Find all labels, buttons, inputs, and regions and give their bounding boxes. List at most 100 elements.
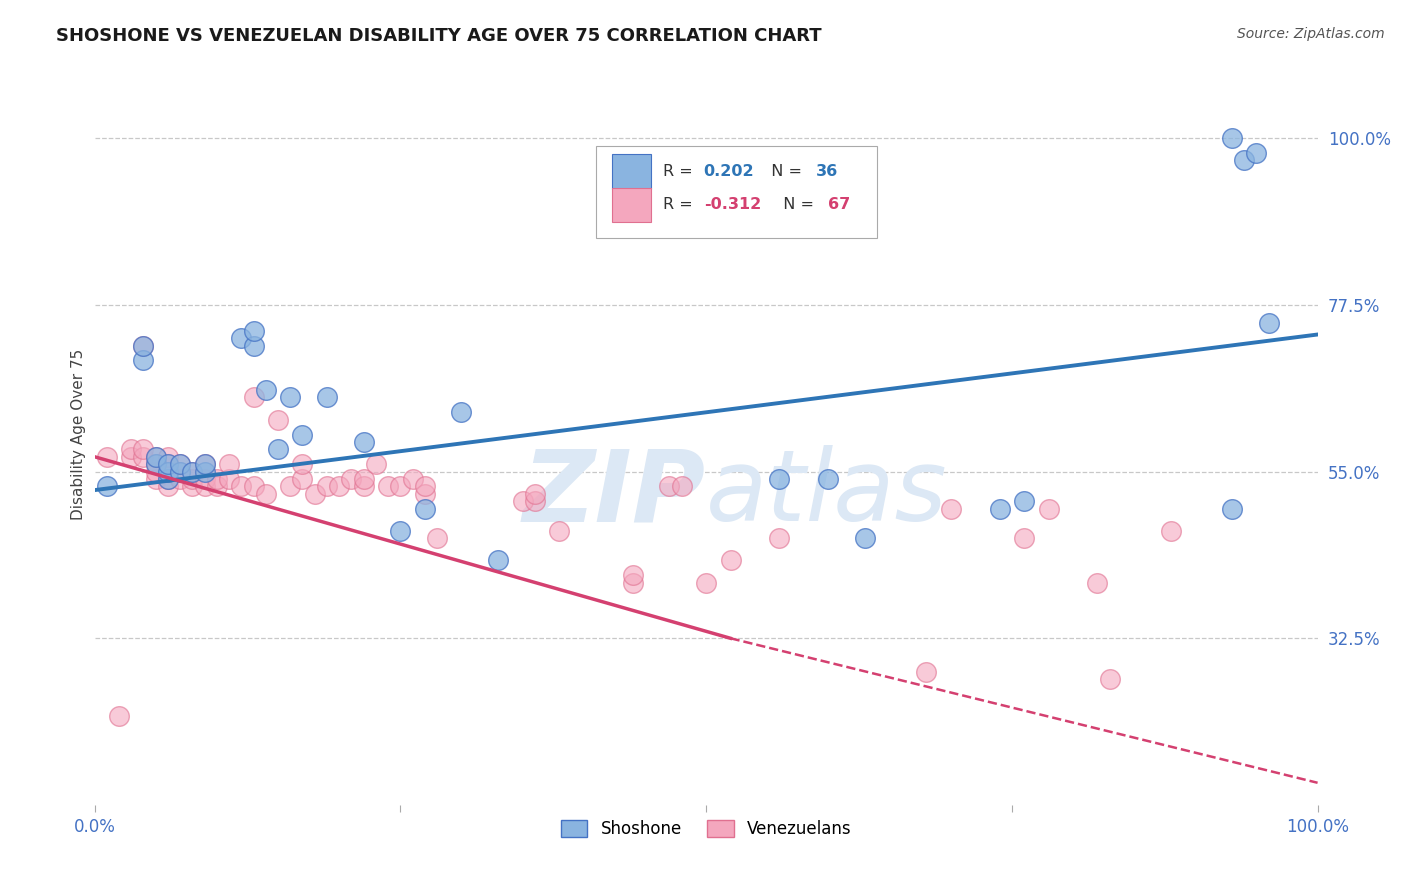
- Point: [194, 465, 217, 479]
- Legend: Shoshone, Venezuelans: Shoshone, Venezuelans: [554, 814, 858, 845]
- Point: [120, 442, 142, 457]
- Point: [450, 405, 472, 419]
- Text: 67: 67: [828, 197, 851, 212]
- Text: R =: R =: [664, 164, 699, 179]
- Point: [328, 479, 350, 493]
- Point: [205, 479, 228, 493]
- Point: [768, 531, 790, 545]
- Point: [1087, 575, 1109, 590]
- Point: [291, 457, 314, 471]
- Point: [205, 472, 228, 486]
- Point: [156, 457, 179, 471]
- Point: [156, 472, 179, 486]
- Point: [621, 568, 644, 582]
- Point: [242, 479, 264, 493]
- Point: [194, 457, 217, 471]
- Point: [853, 531, 876, 545]
- Point: [156, 450, 179, 464]
- Point: [169, 472, 191, 486]
- Point: [156, 472, 179, 486]
- Point: [1246, 145, 1268, 160]
- Point: [720, 553, 742, 567]
- Point: [108, 709, 131, 723]
- Text: 36: 36: [815, 164, 838, 179]
- Text: 0.202: 0.202: [703, 164, 754, 179]
- Text: N =: N =: [773, 197, 820, 212]
- Point: [621, 575, 644, 590]
- Point: [401, 472, 423, 486]
- Point: [695, 575, 717, 590]
- Point: [132, 338, 155, 352]
- Point: [254, 487, 277, 501]
- Point: [278, 479, 301, 493]
- Point: [1257, 317, 1279, 331]
- Point: [316, 391, 339, 405]
- Y-axis label: Disability Age Over 75: Disability Age Over 75: [72, 349, 86, 520]
- Point: [218, 457, 240, 471]
- Point: [169, 457, 191, 471]
- Point: [156, 479, 179, 493]
- Point: [254, 383, 277, 397]
- Point: [512, 494, 534, 508]
- Point: [242, 338, 264, 352]
- Point: [145, 465, 167, 479]
- Point: [353, 434, 375, 449]
- Point: [413, 479, 436, 493]
- Point: [145, 450, 167, 464]
- Point: [768, 472, 790, 486]
- Text: Source: ZipAtlas.com: Source: ZipAtlas.com: [1237, 27, 1385, 41]
- Point: [278, 391, 301, 405]
- Point: [377, 479, 399, 493]
- Point: [267, 413, 290, 427]
- FancyBboxPatch shape: [596, 145, 877, 238]
- Point: [156, 465, 179, 479]
- Point: [145, 457, 167, 471]
- Point: [988, 501, 1011, 516]
- Point: [181, 479, 204, 493]
- Point: [1233, 153, 1256, 168]
- Text: SHOSHONE VS VENEZUELAN DISABILITY AGE OVER 75 CORRELATION CHART: SHOSHONE VS VENEZUELAN DISABILITY AGE OV…: [56, 27, 823, 45]
- Point: [1038, 501, 1060, 516]
- Point: [181, 465, 204, 479]
- Point: [1012, 531, 1035, 545]
- Point: [218, 472, 240, 486]
- Point: [242, 391, 264, 405]
- Point: [145, 472, 167, 486]
- Point: [486, 553, 509, 567]
- Point: [145, 457, 167, 471]
- Point: [181, 465, 204, 479]
- Point: [169, 465, 191, 479]
- Point: [413, 501, 436, 516]
- Point: [169, 457, 191, 471]
- Point: [316, 479, 339, 493]
- Point: [132, 450, 155, 464]
- Point: [194, 457, 217, 471]
- Point: [1098, 672, 1121, 686]
- Point: [96, 479, 118, 493]
- Point: [658, 479, 681, 493]
- Point: [548, 524, 571, 538]
- Point: [132, 338, 155, 352]
- Point: [194, 472, 217, 486]
- Point: [231, 331, 253, 345]
- Point: [132, 353, 155, 368]
- Point: [426, 531, 449, 545]
- Point: [939, 501, 962, 516]
- Point: [364, 457, 387, 471]
- Point: [413, 487, 436, 501]
- Point: [523, 487, 546, 501]
- Point: [291, 427, 314, 442]
- FancyBboxPatch shape: [612, 154, 651, 188]
- Point: [304, 487, 326, 501]
- Point: [145, 450, 167, 464]
- Point: [169, 465, 191, 479]
- FancyBboxPatch shape: [612, 188, 651, 222]
- Point: [1160, 524, 1182, 538]
- Point: [96, 450, 118, 464]
- Point: [267, 442, 290, 457]
- Point: [132, 442, 155, 457]
- Point: [120, 450, 142, 464]
- Point: [817, 472, 839, 486]
- Text: R =: R =: [664, 197, 699, 212]
- Point: [156, 457, 179, 471]
